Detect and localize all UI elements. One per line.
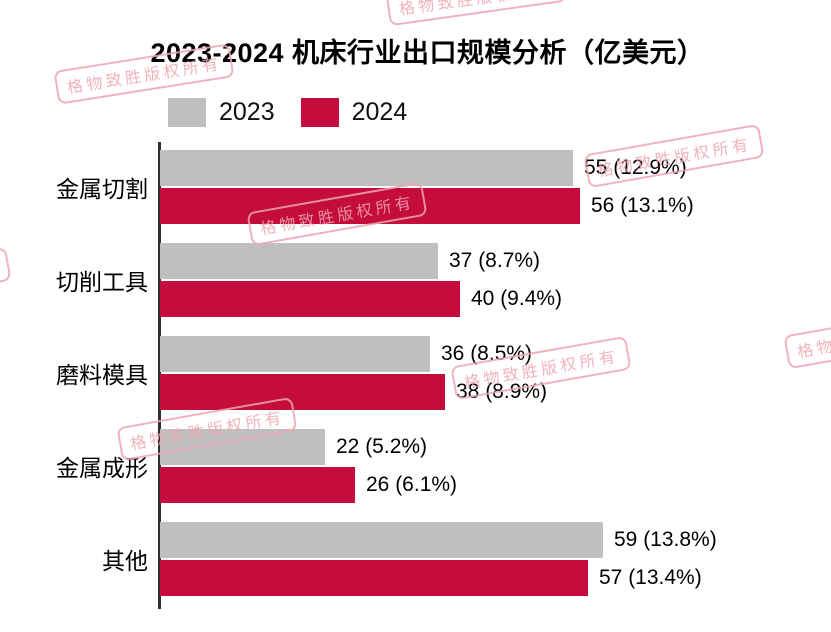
category-label-2: 切削工具 <box>56 269 148 295</box>
legend-label-2023: 2023 <box>219 98 275 126</box>
legend-swatch-2023 <box>168 98 206 127</box>
value-label-2024-其他: 57 (13.4%) <box>599 566 702 589</box>
legend-item-2023: 2023 <box>168 98 275 127</box>
value-label-2023-切削工具: 37 (8.7%) <box>449 249 541 272</box>
category-label-4: 金属成形 <box>56 455 148 481</box>
value-label-2023-金属成形: 22 (5.2%) <box>336 435 428 458</box>
chart-title: 2023-2024 机床行业出口规模分析（亿美元） <box>150 38 705 68</box>
bar-2024-其他 <box>160 560 588 596</box>
value-label-2024-金属成形: 26 (6.1%) <box>366 473 458 496</box>
bar-2023-磨料模具 <box>160 336 430 372</box>
y-axis-line <box>158 142 161 609</box>
category-label-5: 其他 <box>102 548 148 574</box>
bar-2023-切削工具 <box>160 243 438 279</box>
legend-swatch-2024 <box>300 98 339 127</box>
category-label-3: 磨料模具 <box>56 362 148 388</box>
bar-2024-磨料模具 <box>160 374 445 410</box>
bar-2024-切削工具 <box>160 281 460 317</box>
value-label-2024-磨料模具: 38 (8.9%) <box>456 380 548 403</box>
value-label-2023-其他: 59 (13.8%) <box>614 528 717 551</box>
bar-2024-金属成形 <box>160 467 355 503</box>
value-label-2024-金属切割: 56 (13.1%) <box>591 194 694 217</box>
legend-label-2024: 2024 <box>351 98 408 126</box>
legend-item-2024: 2024 <box>300 98 408 127</box>
value-label-2023-金属切割: 55 (12.9%) <box>584 156 687 179</box>
bar-2024-金属切割 <box>160 188 580 224</box>
legend: 2023 2024 <box>168 98 407 127</box>
category-label-1: 金属切割 <box>56 176 148 202</box>
value-label-2024-切削工具: 40 (9.4%) <box>471 287 563 310</box>
bar-2023-其他 <box>160 522 603 558</box>
bar-2023-金属切割 <box>160 150 573 186</box>
bar-2023-金属成形 <box>160 429 325 465</box>
value-label-2023-磨料模具: 36 (8.5%) <box>441 342 533 365</box>
